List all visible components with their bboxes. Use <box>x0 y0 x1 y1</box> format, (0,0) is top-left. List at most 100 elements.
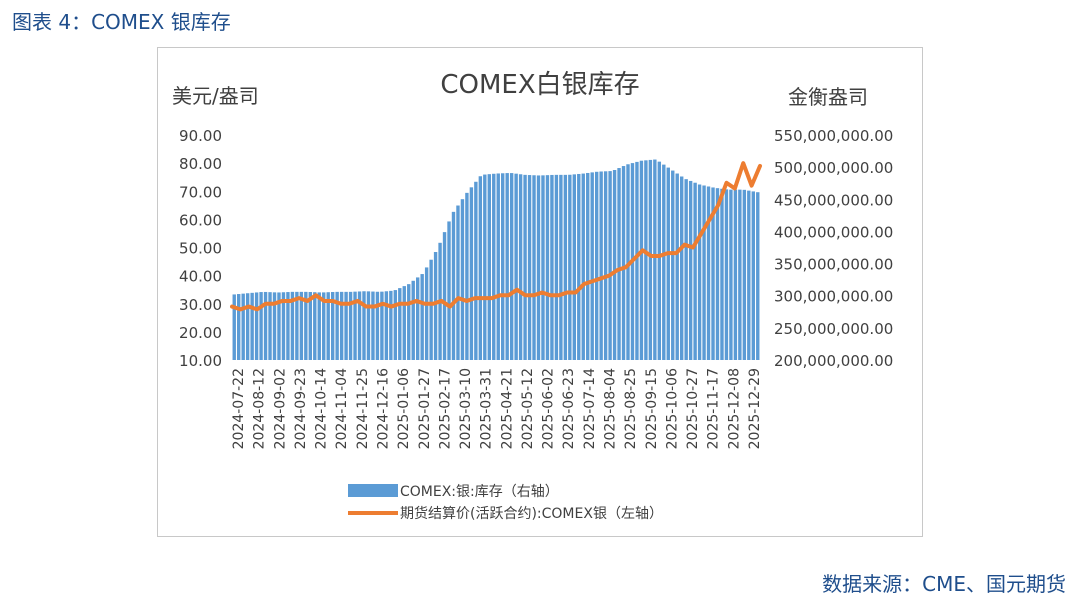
inventory-bar <box>281 292 286 360</box>
inventory-bar <box>313 292 317 360</box>
inventory-bar <box>501 173 505 360</box>
inventory-bar <box>715 188 720 360</box>
right-tick-label: 350,000,000.00 <box>774 256 893 274</box>
inventory-bar <box>711 187 715 360</box>
inventory-bar <box>295 291 299 360</box>
inventory-bar <box>545 175 550 360</box>
inventory-bar <box>644 160 648 360</box>
x-tick-label: 2024-09-23 <box>293 368 309 449</box>
inventory-bar <box>478 176 483 360</box>
inventory-bar <box>398 288 402 360</box>
inventory-bar <box>559 174 563 360</box>
inventory-bar <box>675 173 679 360</box>
x-tick-label: 2024-10-14 <box>314 368 330 449</box>
inventory-bar <box>742 189 747 360</box>
right-tick-label: 300,000,000.00 <box>774 288 893 306</box>
inventory-bar <box>541 175 545 360</box>
x-tick-label: 2025-06-02 <box>541 368 557 449</box>
inventory-bar <box>518 174 523 360</box>
inventory-bar <box>581 173 585 360</box>
legend-bar-swatch <box>348 484 398 497</box>
right-tick-label: 200,000,000.00 <box>774 352 893 370</box>
x-tick-label: 2024-07-22 <box>231 368 247 449</box>
inventory-bar <box>662 164 666 360</box>
inventory-bar <box>304 291 308 360</box>
inventory-bar <box>424 267 429 360</box>
inventory-bar <box>639 160 644 360</box>
inventory-bar <box>456 205 460 360</box>
inventory-bar <box>666 167 670 360</box>
inventory-bar <box>308 292 312 360</box>
left-tick-label: 10.00 <box>179 352 222 370</box>
inventory-bar <box>290 291 295 360</box>
x-tick-label: 2025-03-10 <box>458 368 474 449</box>
inventory-bar <box>702 185 706 360</box>
left-tick-label: 80.00 <box>179 155 222 173</box>
x-tick-label: 2025-04-21 <box>499 368 515 449</box>
inventory-bar <box>684 179 688 360</box>
inventory-bar <box>272 292 277 360</box>
inventory-bar <box>259 292 263 360</box>
inventory-bar <box>263 291 268 360</box>
inventory-bar <box>679 176 684 360</box>
chart-title: COMEX白银库存 <box>440 70 639 100</box>
inventory-bar <box>442 232 447 360</box>
inventory-bar <box>590 172 594 360</box>
left-tick-label: 50.00 <box>179 240 222 258</box>
inventory-bar <box>523 174 527 360</box>
left-tick-label: 40.00 <box>179 268 222 286</box>
inventory-bar <box>469 187 474 360</box>
inventory-bar <box>496 173 500 360</box>
legend-bar-label: COMEX:银:库存（右轴） <box>400 484 559 500</box>
left-tick-label: 30.00 <box>179 296 222 314</box>
inventory-bar <box>335 291 339 360</box>
inventory-bar <box>577 173 581 360</box>
inventory-bar <box>671 170 675 360</box>
x-tick-label: 2025-12-29 <box>747 368 763 449</box>
right-tick-label: 550,000,000.00 <box>774 127 893 145</box>
inventory-bar <box>505 173 509 360</box>
inventory-bar <box>339 291 344 360</box>
right-tick-label: 450,000,000.00 <box>774 191 893 209</box>
inventory-bar <box>407 284 411 360</box>
inventory-bar <box>460 199 465 360</box>
inventory-bar <box>384 291 389 360</box>
inventory-bar <box>706 186 711 360</box>
inventory-bar <box>317 292 321 360</box>
inventory-bar <box>751 191 755 360</box>
x-tick-label: 2025-10-27 <box>685 368 701 449</box>
right-tick-label: 500,000,000.00 <box>774 159 893 177</box>
price-line <box>230 161 762 312</box>
inventory-bar <box>326 292 330 360</box>
inventory-bar <box>451 211 456 360</box>
inventory-bar <box>563 174 568 360</box>
x-tick-label: 2025-06-23 <box>561 368 577 449</box>
inventory-bar <box>286 292 290 360</box>
x-tick-label: 2025-08-25 <box>623 368 639 449</box>
inventory-bar <box>420 274 424 360</box>
legend-line-label: 期货结算价(活跃合约):COMEX银（左轴） <box>400 505 663 522</box>
x-tick-label: 2025-01-27 <box>417 368 433 449</box>
inventory-bar <box>693 182 697 360</box>
inventory-bar <box>747 190 751 360</box>
inventory-bar <box>232 294 236 360</box>
right-axis-label: 金衡盎司 <box>788 85 868 109</box>
inventory-bar <box>527 175 532 360</box>
inventory-bar <box>621 166 626 360</box>
inventory-bar <box>415 277 420 360</box>
x-tick-label: 2024-09-02 <box>272 368 288 449</box>
inventory-bar <box>362 291 366 360</box>
left-tick-label: 90.00 <box>179 127 222 145</box>
inventory-bar <box>697 184 702 360</box>
inventory-bar <box>322 292 326 360</box>
inventory-bar <box>729 189 733 360</box>
inventory-bar <box>568 174 572 360</box>
x-tick-label: 2025-12-08 <box>726 368 742 449</box>
chart-frame: COMEX白银库存 美元/盎司 金衡盎司 90.00 80.00 70.00 60.0… <box>157 47 923 537</box>
inventory-bar <box>241 293 245 360</box>
chart-svg: COMEX白银库存 美元/盎司 金衡盎司 90.00 80.00 70.00 60.0… <box>172 70 893 522</box>
data-source: 数据来源：CME、国元期货 <box>822 572 1066 596</box>
inventory-bar <box>371 291 375 360</box>
inventory-bar <box>483 174 487 360</box>
inventory-bar <box>277 292 281 360</box>
